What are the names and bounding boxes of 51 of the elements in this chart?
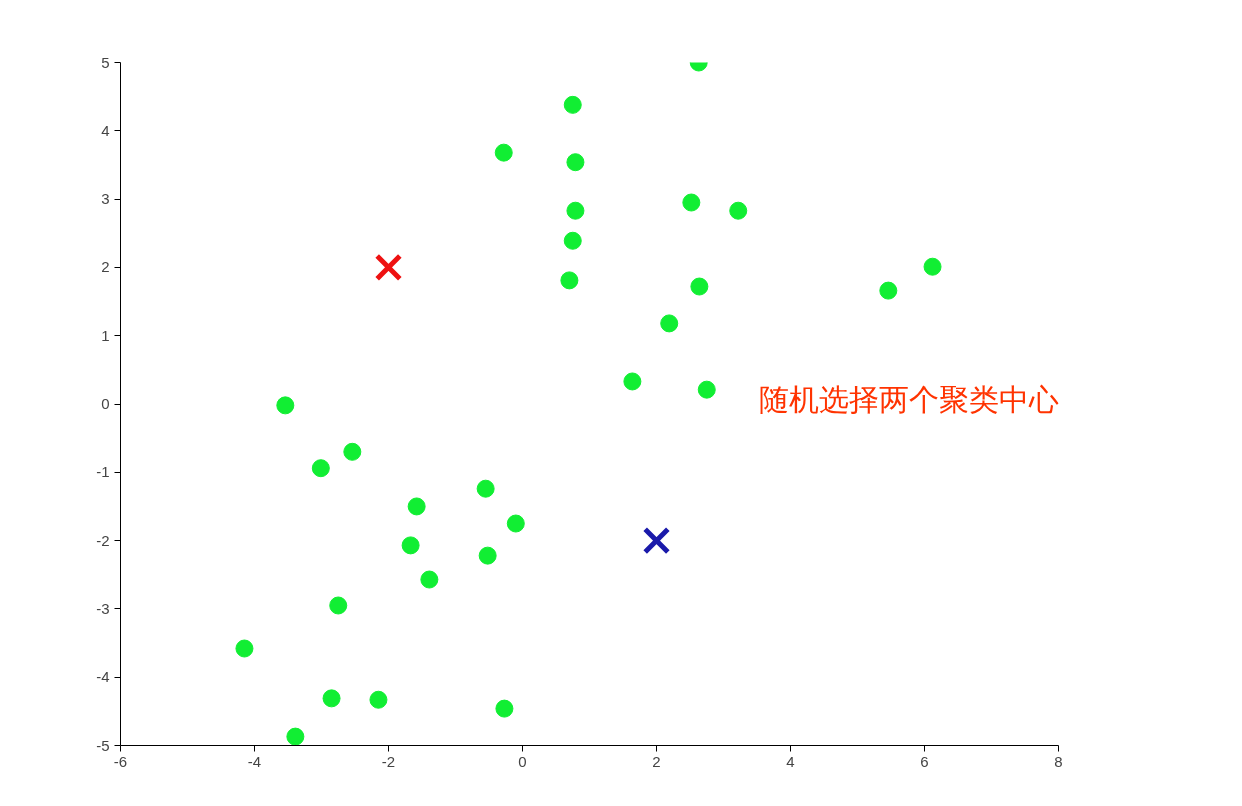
y-tick-label: 1 (101, 326, 110, 344)
point (623, 372, 642, 391)
point (276, 396, 295, 415)
point (476, 479, 495, 498)
point (495, 699, 514, 718)
x-tick-label: 4 (786, 752, 795, 770)
point (566, 201, 585, 220)
point (369, 690, 388, 709)
x-tick-label: -2 (381, 752, 396, 770)
y-tick-label: 5 (101, 53, 110, 71)
point (322, 689, 341, 708)
x-tick-label: -6 (113, 752, 128, 770)
y-tick-label: -2 (96, 531, 110, 549)
point (563, 95, 582, 114)
y-tick-label: 3 (101, 190, 110, 208)
point (506, 514, 525, 533)
point (286, 727, 305, 746)
x-tick-label: 2 (652, 752, 661, 770)
point (682, 193, 701, 212)
point (420, 570, 439, 589)
y-tick-label: -3 (96, 599, 110, 617)
point (566, 153, 585, 172)
y-tick-label: -1 (96, 463, 110, 481)
point (923, 257, 942, 276)
point (235, 639, 254, 658)
point (697, 380, 716, 399)
point (560, 271, 579, 290)
y-tick-label: 4 (101, 121, 110, 139)
point (642, 526, 671, 555)
point (729, 201, 748, 220)
y-tick-label: 0 (101, 395, 110, 412)
point (329, 596, 348, 615)
point (343, 442, 362, 461)
y-tick-label: -5 (96, 736, 110, 754)
point (374, 253, 403, 282)
point (311, 459, 330, 478)
x-tick-label: 8 (1054, 752, 1063, 770)
y-tick-label: -4 (96, 668, 110, 686)
point (660, 314, 679, 333)
y-tick-label: 2 (101, 258, 110, 276)
x-tick-label: 0 (518, 752, 527, 770)
point (563, 231, 582, 250)
point (690, 277, 709, 296)
point (407, 497, 426, 516)
point (401, 536, 420, 555)
point (478, 546, 497, 565)
x-tick-label: -4 (247, 752, 262, 770)
point (494, 143, 513, 162)
x-tick-label: 6 (920, 752, 929, 770)
point (879, 281, 898, 300)
annotation: 随机选择两个聚类中心 (758, 382, 1059, 416)
